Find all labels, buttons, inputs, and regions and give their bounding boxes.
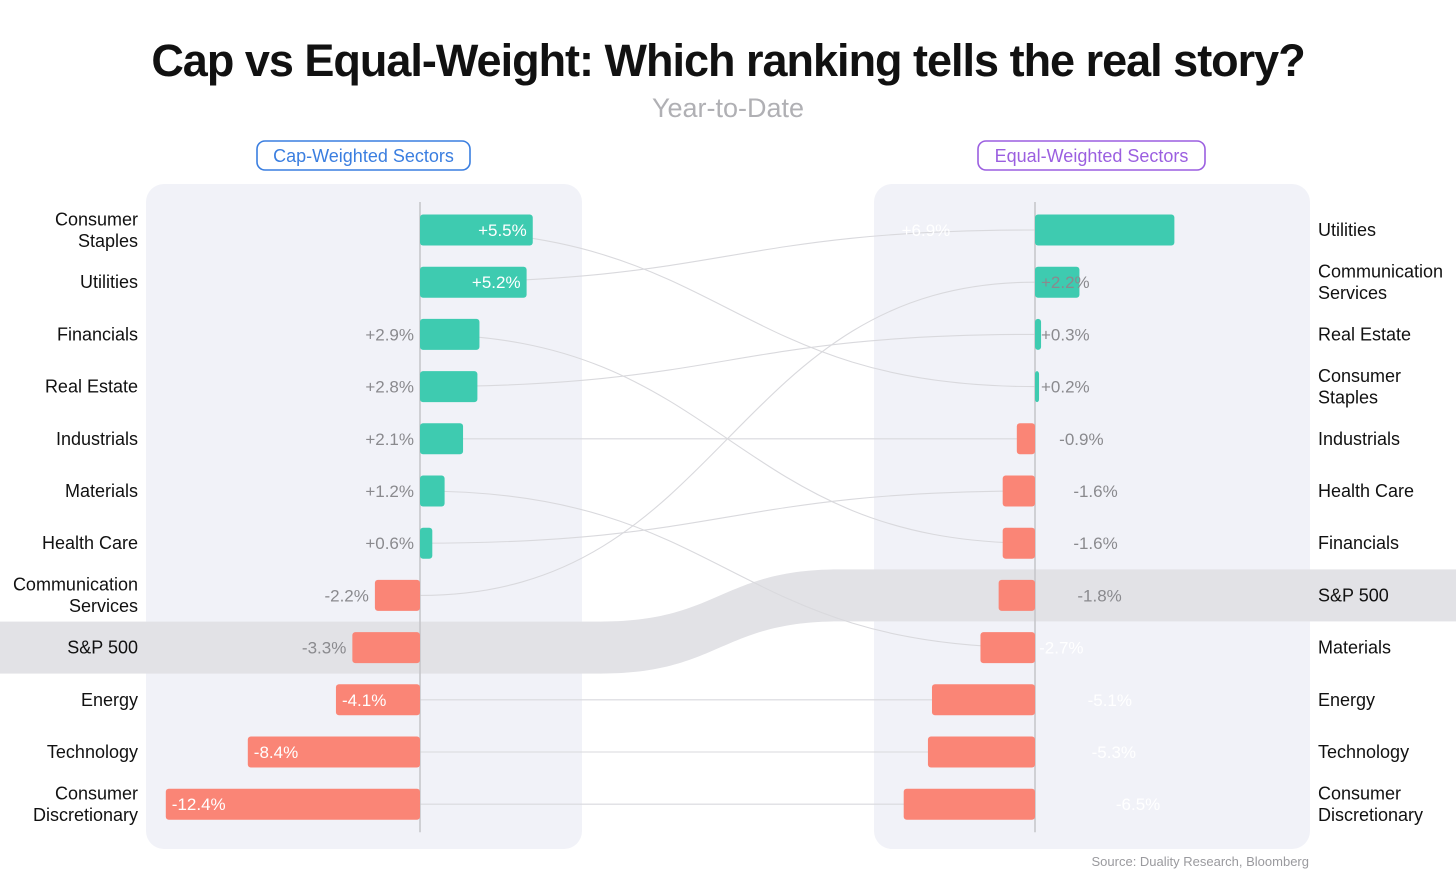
left-category-label-communication-services-line-1: Communication xyxy=(13,575,138,595)
right-value-label-industrials: -0.9% xyxy=(1059,430,1103,449)
rank-link-communication-services xyxy=(419,281,1036,596)
rank-link-utilities xyxy=(419,229,1036,283)
left-category-label-consumer-staples-line-2: Staples xyxy=(78,231,138,251)
right-bar-s-p-500 xyxy=(998,579,1035,611)
highlight-band-left xyxy=(0,621,600,674)
left-category-label-s-p-500: S&P 500 xyxy=(67,638,138,658)
right-bar-real-estate xyxy=(1035,318,1042,350)
right-value-label-utilities: +6.9% xyxy=(902,221,951,240)
left-category-label-financials: Financials xyxy=(57,324,138,344)
right-bar-utilities xyxy=(1035,214,1175,246)
right-value-label-health-care: -1.6% xyxy=(1073,482,1117,501)
left-category-label-energy: Energy xyxy=(81,690,138,710)
right-panel-bg xyxy=(874,184,1310,849)
chart-title: Cap vs Equal-Weight: Which ranking tells… xyxy=(151,35,1304,86)
left-bar-industrials xyxy=(420,423,464,455)
left-category-label-real-estate: Real Estate xyxy=(45,377,138,397)
right-value-label-communication-services: +2.2% xyxy=(1041,273,1090,292)
left-bar-materials xyxy=(420,475,445,507)
left-bar-s-p-500 xyxy=(352,632,420,664)
right-value-label-technology: -5.3% xyxy=(1092,743,1136,762)
left-panel-title: Cap-Weighted Sectors xyxy=(273,146,454,166)
right-category-label-communication-services-line-1: Communication xyxy=(1318,261,1443,281)
right-panel-badge xyxy=(977,140,1206,171)
right-category-label-s-p-500: S&P 500 xyxy=(1318,585,1389,605)
left-value-label-materials: +1.2% xyxy=(365,482,414,501)
left-category-label-consumer-discretionary-line-1: Consumer xyxy=(55,783,138,803)
right-bar-consumer-discretionary xyxy=(903,788,1035,820)
right-category-label-energy: Energy xyxy=(1318,690,1375,710)
left-bar-consumer-discretionary xyxy=(165,788,420,820)
left-category-label-communication-services-line-2: Services xyxy=(69,596,138,616)
right-bar-communication-services xyxy=(1035,266,1080,298)
right-category-label-utilities: Utilities xyxy=(1318,220,1376,240)
left-bar-utilities xyxy=(420,266,527,298)
right-category-label-industrials: Industrials xyxy=(1318,429,1400,449)
right-value-label-materials: -2.7% xyxy=(1039,639,1083,658)
right-category-label-real-estate: Real Estate xyxy=(1318,324,1411,344)
left-category-label-industrials: Industrials xyxy=(56,429,138,449)
right-value-label-real-estate: +0.3% xyxy=(1041,325,1090,344)
right-category-label-health-care: Health Care xyxy=(1318,481,1414,501)
right-value-label-energy: -5.1% xyxy=(1088,691,1132,710)
left-value-label-industrials: +2.1% xyxy=(365,430,414,449)
left-value-label-consumer-discretionary: -12.4% xyxy=(172,795,226,814)
right-panel-title: Equal-Weighted Sectors xyxy=(995,146,1189,166)
chart-source: Source: Duality Research, Bloomberg xyxy=(1092,854,1310,869)
left-bar-financials xyxy=(420,318,480,350)
left-value-label-health-care: +0.6% xyxy=(365,534,414,553)
highlight-band-right xyxy=(840,569,1456,622)
rank-link-real-estate xyxy=(419,333,1036,388)
left-value-label-communication-services: -2.2% xyxy=(324,586,368,605)
right-value-label-financials: -1.6% xyxy=(1073,534,1117,553)
right-bar-industrials xyxy=(1016,423,1035,455)
left-bar-energy xyxy=(335,684,420,716)
right-value-label-consumer-discretionary: -6.5% xyxy=(1116,795,1160,814)
right-bar-financials xyxy=(1002,527,1035,559)
left-bar-consumer-staples xyxy=(420,214,533,246)
left-category-label-technology: Technology xyxy=(47,742,138,762)
left-panel-badge xyxy=(256,140,471,171)
right-category-label-consumer-staples-line-2: Staples xyxy=(1318,387,1378,407)
right-value-label-s-p-500: -1.8% xyxy=(1077,586,1121,605)
left-category-label-health-care: Health Care xyxy=(42,533,138,553)
left-bar-health-care xyxy=(420,527,433,559)
left-value-label-utilities: +5.2% xyxy=(472,273,521,292)
right-category-label-materials: Materials xyxy=(1318,638,1391,658)
chart-subtitle: Year-to-Date xyxy=(652,93,804,123)
right-category-label-consumer-discretionary-line-1: Consumer xyxy=(1318,783,1401,803)
rank-link-consumer-staples xyxy=(419,229,1036,388)
highlight-band-link xyxy=(600,569,840,674)
left-value-label-financials: +2.9% xyxy=(365,325,414,344)
left-value-label-consumer-staples: +5.5% xyxy=(478,221,527,240)
left-value-label-s-p-500: -3.3% xyxy=(302,639,346,658)
left-bar-technology xyxy=(247,736,420,768)
left-category-label-materials: Materials xyxy=(65,481,138,501)
right-panel-header: Equal-Weighted Sectors xyxy=(977,140,1206,171)
right-value-label-consumer-staples: +0.2% xyxy=(1041,378,1090,397)
right-bar-energy xyxy=(931,684,1035,716)
right-bar-technology xyxy=(927,736,1035,768)
left-panel-bg xyxy=(146,184,582,849)
rank-link-materials xyxy=(419,490,1036,649)
left-category-label-consumer-discretionary-line-2: Discretionary xyxy=(33,805,138,825)
right-category-label-consumer-staples-line-1: Consumer xyxy=(1318,366,1401,386)
right-category-label-technology: Technology xyxy=(1318,742,1409,762)
rank-link-health-care xyxy=(419,490,1036,544)
right-category-label-consumer-discretionary-line-2: Discretionary xyxy=(1318,805,1423,825)
left-panel-header: Cap-Weighted Sectors xyxy=(256,140,471,171)
right-category-label-financials: Financials xyxy=(1318,533,1399,553)
left-category-label-consumer-staples-line-1: Consumer xyxy=(55,209,138,229)
left-bar-communication-services xyxy=(374,579,420,611)
left-category-label-utilities: Utilities xyxy=(80,272,138,292)
right-bar-materials xyxy=(980,632,1035,664)
right-bar-consumer-staples xyxy=(1035,371,1040,403)
left-value-label-real-estate: +2.8% xyxy=(365,378,414,397)
left-value-label-energy: -4.1% xyxy=(342,691,386,710)
right-bar-health-care xyxy=(1002,475,1035,507)
left-value-label-technology: -8.4% xyxy=(254,743,298,762)
right-category-label-communication-services-line-2: Services xyxy=(1318,283,1387,303)
left-bar-real-estate xyxy=(420,371,478,403)
